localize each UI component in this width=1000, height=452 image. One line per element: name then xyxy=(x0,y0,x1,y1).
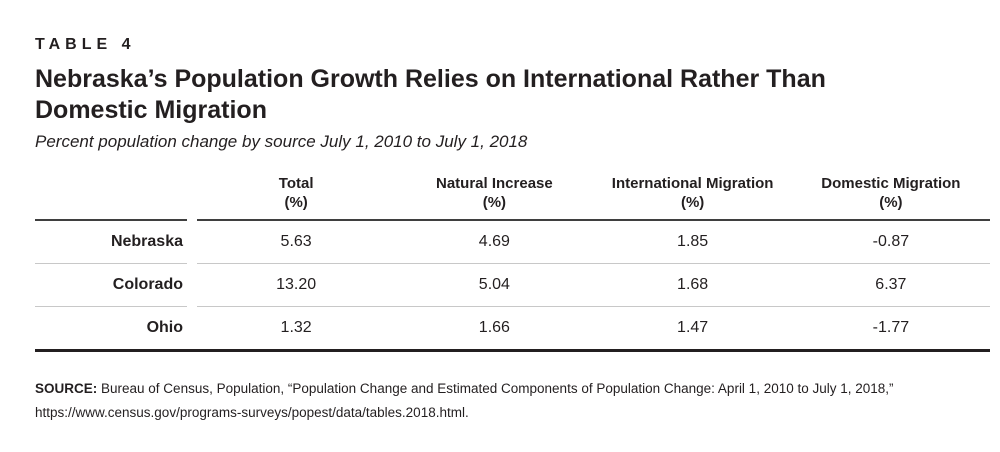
source-text: Bureau of Census, Population, “Populatio… xyxy=(97,381,894,396)
source-label: SOURCE: xyxy=(35,381,98,396)
row-label: Ohio xyxy=(146,318,183,336)
cell-value: 5.04 xyxy=(395,263,594,307)
cell-value: -0.87 xyxy=(791,220,990,264)
column-gap xyxy=(187,174,197,220)
table-row-ohio: Ohio 1.32 1.66 1.47 -1.77 xyxy=(35,306,990,349)
cell-value: 5.63 xyxy=(197,220,396,264)
cell-value: 6.37 xyxy=(791,263,990,307)
column-header-natural-increase: Natural Increase (%) xyxy=(395,174,594,221)
table-row-nebraska: Nebraska 5.63 4.69 1.85 -0.87 xyxy=(35,220,990,264)
source-note: SOURCE: Bureau of Census, Population, “P… xyxy=(35,377,990,425)
row-label: Nebraska xyxy=(35,220,187,264)
column-header-label: International Migration xyxy=(611,175,774,192)
source-url: https://www.census.gov/programs-surveys/… xyxy=(35,405,469,420)
table-subtitle: Percent population change by source July… xyxy=(35,132,528,151)
column-header-international-migration: International Migration (%) xyxy=(593,174,792,221)
cell-value: 1.85 xyxy=(593,220,792,264)
table-number-label: TABLE 4 xyxy=(35,36,136,53)
table-header-row: Total (%) Natural Increase (%) Internati… xyxy=(35,174,990,221)
column-header-label: Total xyxy=(278,175,314,192)
column-header-unit: (%) xyxy=(680,194,705,211)
column-header-unit: (%) xyxy=(482,194,507,211)
column-header-label: Domestic Migration xyxy=(821,175,961,192)
cell-value: 1.66 xyxy=(478,318,510,336)
column-gap xyxy=(187,306,197,349)
table-title: Nebraska’s Population Growth Relies on I… xyxy=(35,64,990,126)
cell-value: 1.68 xyxy=(593,263,792,307)
table-bottom-rule xyxy=(35,349,990,352)
table-title-line-1: Nebraska’s Population Growth Relies on I… xyxy=(35,65,826,93)
table-row-colorado: Colorado 13.20 5.04 1.68 6.37 xyxy=(35,263,990,307)
column-header-unit: (%) xyxy=(284,194,308,211)
cell-value: -1.77 xyxy=(872,318,910,336)
cell-value: 1.47 xyxy=(677,318,709,336)
column-header-label: Natural Increase xyxy=(436,175,553,192)
source-line-1: SOURCE: Bureau of Census, Population, “P… xyxy=(35,377,990,401)
table-figure: TABLE 4 Nebraska’s Population Growth Rel… xyxy=(35,0,990,425)
data-table: Total (%) Natural Increase (%) Internati… xyxy=(35,174,990,349)
column-header-total: Total (%) xyxy=(197,174,396,221)
table-title-line-2: Domestic Migration xyxy=(35,96,267,124)
cell-value: 4.69 xyxy=(395,220,594,264)
column-gap xyxy=(187,220,197,263)
column-header-domestic-migration: Domestic Migration (%) xyxy=(791,174,990,221)
cell-value: 13.20 xyxy=(197,263,396,307)
row-label-column-header xyxy=(35,174,187,221)
column-gap xyxy=(187,263,197,306)
row-label: Colorado xyxy=(35,263,187,307)
column-header-unit: (%) xyxy=(879,194,903,211)
cell-value: 1.32 xyxy=(280,318,312,336)
